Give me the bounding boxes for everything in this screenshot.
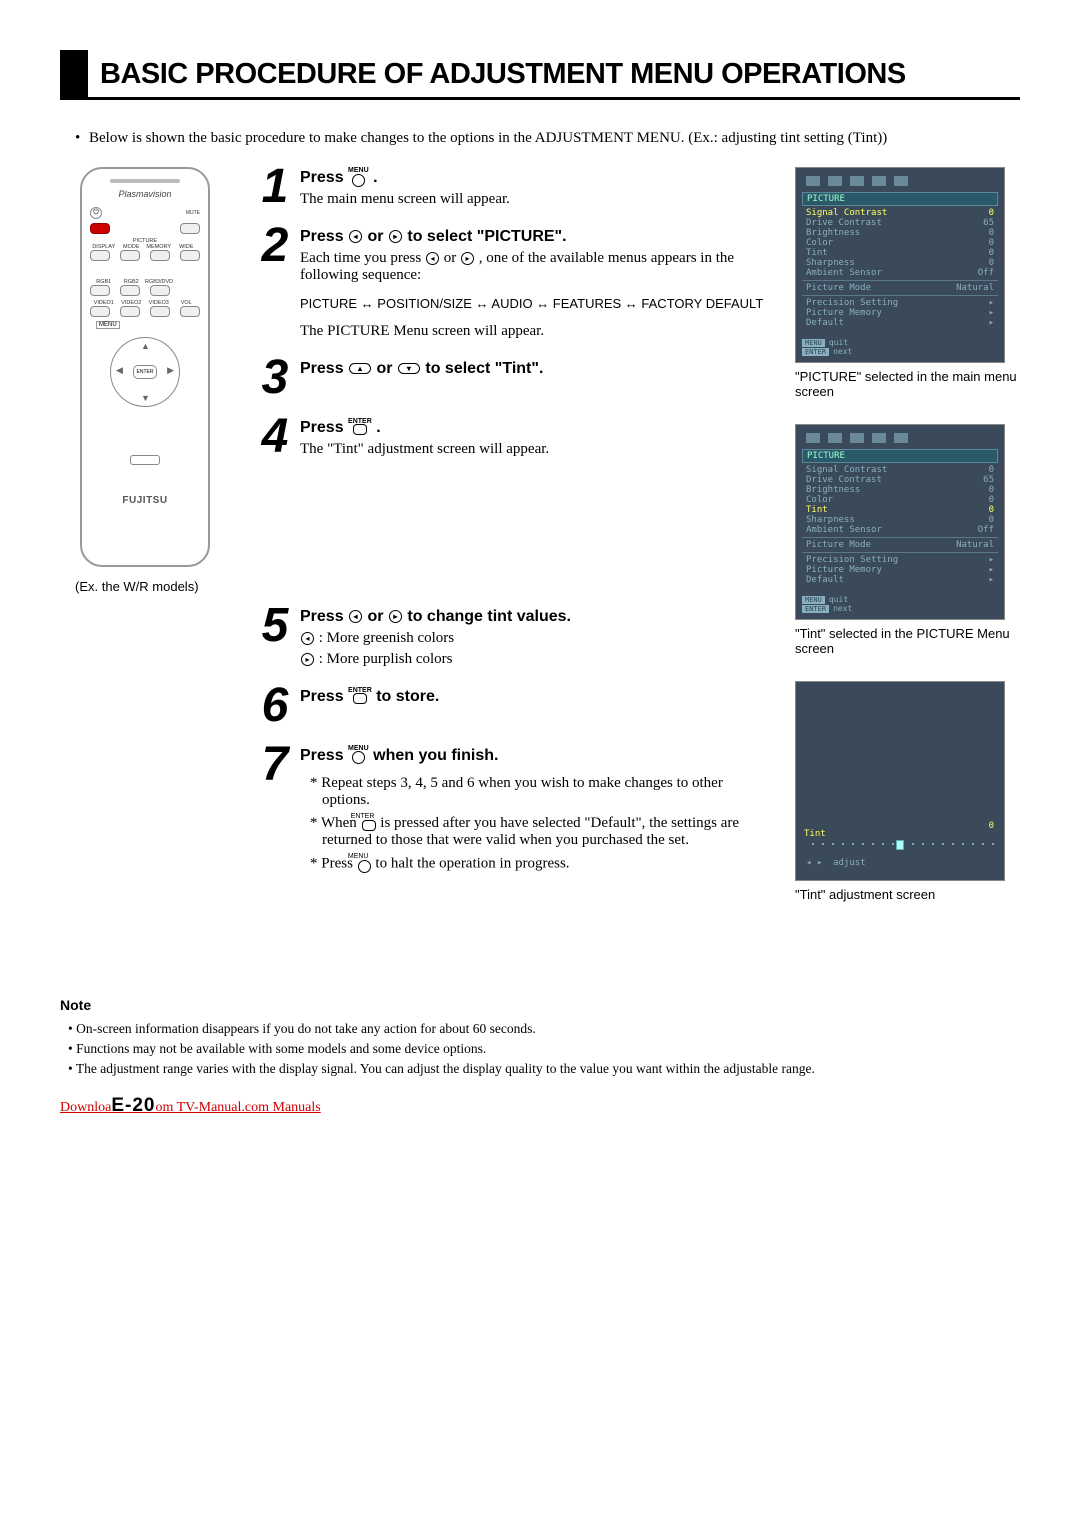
- step-4: 4 Press ENTER . The "Tint" adjustment sc…: [250, 417, 765, 458]
- screens-column: PICTURE Signal Contrast0 Drive Contrast6…: [795, 167, 1020, 927]
- step-5: 5 Press ◂ or ▸ to change tint values. ◂ …: [250, 606, 765, 668]
- step-7: 7 Press MENU when you finish. * Repeat s…: [250, 745, 765, 879]
- step-number: 5: [250, 606, 300, 668]
- step-heading: Press ▴ or ▾ to select "Tint".: [300, 360, 765, 378]
- enter-button-icon: [353, 424, 367, 435]
- main-layout: Plasmavision ⏻ MUTE PICTURE DISPLAYMODEM…: [60, 167, 1020, 927]
- note-list: On-screen information disappears if you …: [60, 1021, 1020, 1077]
- osd-picture-main: PICTURE Signal Contrast0 Drive Contrast6…: [795, 167, 1005, 363]
- menu-button-icon: [358, 860, 371, 873]
- step-1: 1 Press MENU . The main menu screen will…: [250, 167, 765, 208]
- remote-column: Plasmavision ⏻ MUTE PICTURE DISPLAYMODEM…: [60, 167, 230, 927]
- note-item: On-screen information disappears if you …: [80, 1021, 1020, 1037]
- step-subtext: The PICTURE Menu screen will appear.: [300, 323, 765, 340]
- enter-button: ENTER: [133, 365, 157, 379]
- step-number: 6: [250, 686, 300, 727]
- mute-label: MUTE: [186, 210, 200, 216]
- note-item: Functions may not be available with some…: [80, 1041, 1020, 1057]
- step-heading: Press ◂ or ▸ to select "PICTURE".: [300, 228, 765, 246]
- step-heading: Press ◂ or ▸ to change tint values.: [300, 608, 765, 626]
- tint-value: 0: [989, 821, 994, 831]
- step-6: 6 Press ENTER to store.: [250, 686, 765, 727]
- enter-button-icon: [362, 820, 376, 831]
- tint-label: Tint: [804, 829, 826, 839]
- mute-button: [180, 223, 200, 234]
- title-accent: [60, 50, 88, 97]
- step-2: 2 Press ◂ or ▸ to select "PICTURE". Each…: [250, 226, 765, 340]
- note-section: Note On-screen information disappears if…: [60, 997, 1020, 1077]
- footer-row: DownloaE-20om TV-Manual.com Manuals: [60, 1095, 1020, 1117]
- download-link[interactable]: DownloaE-20om TV-Manual.com Manuals: [60, 1095, 321, 1117]
- nav-pad: ▲ ▼ ◀ ▶ ENTER: [110, 337, 180, 407]
- step-heading: Press MENU when you finish.: [300, 747, 765, 765]
- osd-picture-tint: PICTURE Signal Contrast0 Drive Contrast6…: [795, 424, 1005, 620]
- step-number: 4: [250, 417, 300, 458]
- step-3: 3 Press ▴ or ▾ to select "Tint".: [250, 358, 765, 399]
- steps-column: 1 Press MENU . The main menu screen will…: [250, 167, 775, 927]
- right-arrow-icon: ▸: [301, 653, 314, 666]
- remote-maker: FUJITSU: [122, 495, 167, 506]
- power-button: [90, 223, 110, 234]
- step-number: 3: [250, 358, 300, 399]
- down-arrow-icon: ▾: [398, 363, 420, 374]
- screen-caption: "PICTURE" selected in the main menu scre…: [795, 369, 1020, 399]
- remote-caption: (Ex. the W/R models): [75, 579, 230, 594]
- osd-tint-adjust: Tint 0 ◂ ▸ adjust: [795, 681, 1005, 881]
- enter-button-icon: [353, 693, 367, 704]
- step-subtext: ◂ : More greenish colors: [300, 630, 765, 647]
- step-number: 1: [250, 167, 300, 208]
- step-subtext: The main menu screen will appear.: [300, 191, 765, 208]
- title-bar: BASIC PROCEDURE OF ADJUSTMENT MENU OPERA…: [60, 50, 1020, 100]
- right-arrow-icon: ▸: [389, 610, 402, 623]
- step-heading: Press ENTER .: [300, 419, 765, 437]
- left-arrow-icon: ◂: [301, 632, 314, 645]
- left-arrow-icon: ◂: [349, 610, 362, 623]
- up-arrow-icon: ▴: [349, 363, 371, 374]
- remote-brand: Plasmavision: [118, 189, 171, 199]
- osd-title: PICTURE: [802, 449, 998, 463]
- menu-sequence: PICTURE ↔ POSITION/SIZE ↔ AUDIO ↔ FEATUR…: [300, 294, 765, 315]
- osd-title: PICTURE: [802, 192, 998, 206]
- screen-caption: "Tint" adjustment screen: [795, 887, 1020, 902]
- power-icon: ⏻: [90, 207, 102, 219]
- step-subtext: Each time you press ◂ or ▸ , one of the …: [300, 250, 765, 284]
- note-item: The adjustment range varies with the dis…: [80, 1061, 1020, 1077]
- menu-button-icon: [352, 751, 365, 764]
- step-heading: Press MENU .: [300, 169, 765, 187]
- remote-illustration: Plasmavision ⏻ MUTE PICTURE DISPLAYMODEM…: [80, 167, 210, 567]
- step-number: 2: [250, 226, 300, 340]
- menu-label: MENU: [96, 321, 120, 329]
- step-subtext: The "Tint" adjustment screen will appear…: [300, 441, 765, 458]
- note-title: Note: [60, 997, 1020, 1013]
- intro-text: Below is shown the basic procedure to ma…: [90, 130, 1020, 147]
- step-notes: * Repeat steps 3, 4, 5 and 6 when you wi…: [300, 775, 765, 873]
- page-title: BASIC PROCEDURE OF ADJUSTMENT MENU OPERA…: [88, 50, 1020, 97]
- right-arrow-icon: ▸: [461, 252, 474, 265]
- menu-button-icon: [352, 174, 365, 187]
- left-arrow-icon: ◂: [426, 252, 439, 265]
- left-arrow-icon: ◂: [349, 230, 362, 243]
- step-subtext: ▸ : More purplish colors: [300, 651, 765, 668]
- screen-caption: "Tint" selected in the PICTURE Menu scre…: [795, 626, 1020, 656]
- step-number: 7: [250, 745, 300, 879]
- tint-scale: [804, 843, 996, 845]
- step-heading: Press ENTER to store.: [300, 688, 765, 706]
- right-arrow-icon: ▸: [389, 230, 402, 243]
- page-number: E-20: [111, 1095, 155, 1116]
